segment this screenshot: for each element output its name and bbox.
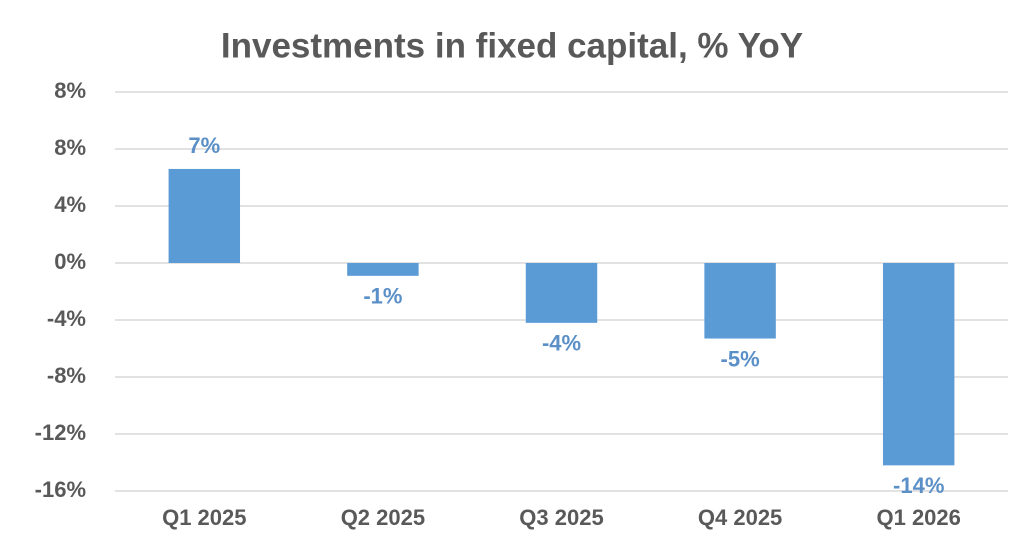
bar <box>704 263 776 339</box>
x-tick-label: Q1 2025 <box>162 505 246 530</box>
value-label: -5% <box>721 346 760 371</box>
y-tick-label: -16% <box>35 477 86 502</box>
y-tick-label: -4% <box>47 306 86 331</box>
x-tick-label: Q3 2025 <box>519 505 603 530</box>
bar <box>882 263 955 466</box>
x-tick-label: Q2 2025 <box>341 505 425 530</box>
value-label: -1% <box>363 284 402 309</box>
chart-title: Investments in fixed capital, % YoY <box>221 26 803 65</box>
value-label: 7% <box>188 133 220 158</box>
y-tick-label: 0% <box>54 249 86 274</box>
y-tick-label: 8% <box>54 135 86 160</box>
y-tick-label: -12% <box>35 420 86 445</box>
value-label: -4% <box>542 331 581 356</box>
x-tick-label: Q4 2025 <box>698 505 782 530</box>
y-tick-label: 4% <box>54 192 86 217</box>
y-tick-label: 8% <box>54 78 86 103</box>
y-tick-label: -8% <box>47 363 86 388</box>
value-label: -14% <box>893 473 944 498</box>
bar <box>347 263 419 276</box>
bar <box>525 263 598 323</box>
bar <box>168 168 241 263</box>
x-tick-label: Q1 2026 <box>876 505 960 530</box>
